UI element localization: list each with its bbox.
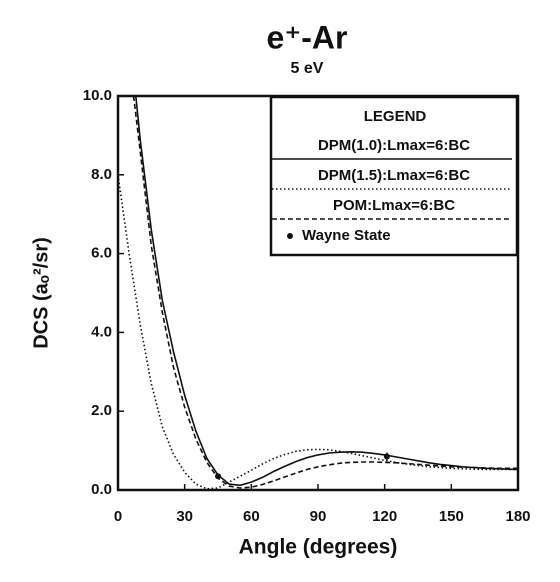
y-axis-label: DCS (aₒ²/sr) [30, 237, 52, 349]
x-tick-label: 120 [372, 508, 397, 525]
chart-subtitle: 5 eV [291, 60, 324, 77]
legend-label: POM:Lmax=6:BC [333, 197, 455, 214]
y-tick-label: 10.0 [83, 87, 112, 104]
series-line [132, 96, 518, 489]
y-tick-label: 6.0 [91, 245, 112, 262]
legend-title: LEGEND [364, 108, 427, 125]
plot-area [118, 96, 518, 490]
y-tick-label: 2.0 [91, 402, 112, 419]
x-tick-label: 90 [310, 508, 327, 525]
x-tick-label: 0 [114, 508, 122, 525]
series-line [135, 96, 518, 487]
legend-marker [287, 233, 293, 239]
x-tick-label: 180 [505, 508, 530, 525]
legend-label: DPM(1.5):Lmax=6:BC [318, 167, 470, 184]
x-axis-label: Angle (degrees) [239, 536, 398, 559]
x-tick-label: 150 [439, 508, 464, 525]
legend-box [269, 95, 519, 257]
x-tick-label: 60 [243, 508, 260, 525]
legend-label: Wayne State [302, 227, 391, 244]
x-tick-label: 30 [176, 508, 193, 525]
chart-title: e⁺-Ar [267, 19, 348, 55]
legend-label: DPM(1.0):Lmax=6:BC [318, 137, 470, 154]
y-tick-label: 0.0 [91, 481, 112, 498]
y-tick-label: 8.0 [91, 166, 112, 183]
y-tick-label: 4.0 [91, 323, 112, 340]
